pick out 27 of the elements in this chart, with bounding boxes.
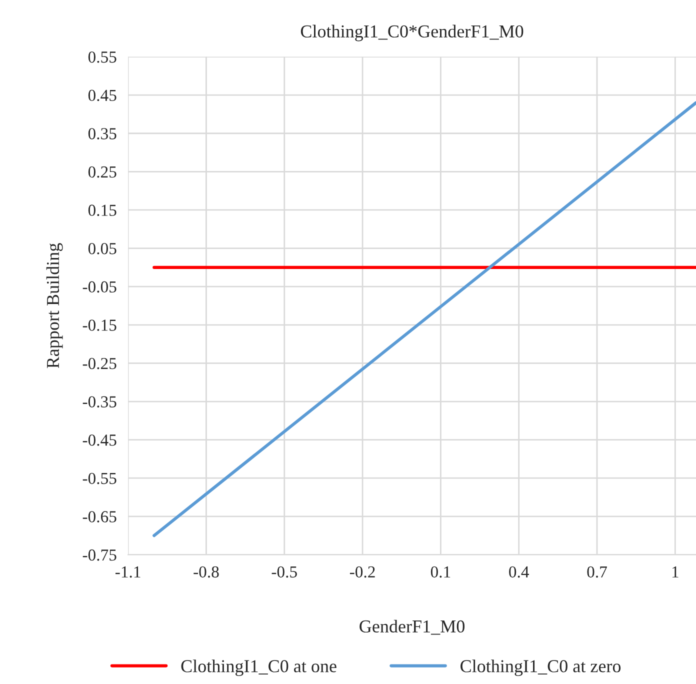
y-tick-label: -0.55 (82, 472, 116, 484)
x-axis-title: GenderF1_M0 (360, 620, 464, 635)
y-tick-label: -0.05 (82, 281, 116, 293)
chart-title: ClothingI1_C0*GenderF1_M0 (300, 24, 524, 42)
y-tick-label: 0.15 (88, 204, 116, 216)
y-tick-label: 0.45 (88, 90, 116, 102)
y-tick-label: -0.75 (82, 549, 116, 561)
x-tick-label: -0.2 (350, 566, 375, 578)
x-tick-label: -0.5 (272, 566, 297, 578)
y-axis-title: Rapport Building (46, 243, 63, 368)
x-tick-label: 0.7 (587, 566, 607, 578)
x-tick-label: 0.1 (430, 566, 450, 578)
y-tick-label: -0.15 (82, 320, 116, 331)
y-tick-label: 0.55 (88, 51, 116, 63)
legend-label: ClothingI1_C0 at zero (460, 660, 621, 676)
x-tick-label: 1 (672, 566, 678, 578)
y-tick-label: -0.25 (82, 358, 116, 370)
x-tick-label: -1.1 (115, 566, 140, 578)
y-tick-label: -0.35 (82, 396, 116, 408)
legend-label: ClothingI1_C0 at one (181, 660, 336, 676)
x-tick-label: -0.8 (194, 566, 219, 578)
y-tick-label: 0.05 (88, 242, 116, 254)
y-tick-label: -0.65 (82, 511, 116, 522)
x-tick-label: 0.4 (509, 566, 529, 578)
y-tick-label: 0.25 (88, 166, 116, 178)
y-tick-label: 0.35 (88, 128, 116, 140)
y-tick-label: -0.45 (82, 434, 116, 446)
